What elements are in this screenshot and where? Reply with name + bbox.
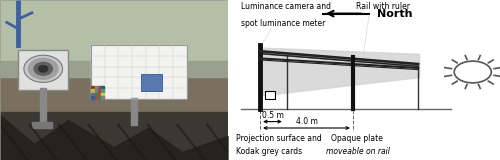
Text: Kodak grey cards: Kodak grey cards [236,147,302,156]
Text: Rail with ruler: Rail with ruler [356,2,410,11]
Circle shape [38,66,48,72]
Bar [94,93,98,96]
Bar [94,86,98,89]
Polygon shape [260,51,418,66]
Circle shape [34,62,52,75]
Text: North: North [378,9,413,19]
Bar [92,86,94,89]
Bar [101,93,104,96]
Bar [92,93,94,96]
Bar [92,89,94,92]
Bar [264,91,276,99]
Text: Projection surface and: Projection surface and [236,134,322,143]
Bar [0,112,228,160]
Circle shape [28,58,58,79]
Bar [0,61,228,77]
Bar [98,86,101,89]
Text: 4.0 m: 4.0 m [296,117,318,126]
Polygon shape [260,48,420,96]
Bar [101,89,104,92]
Bar [91,45,186,99]
Text: Opaque plate: Opaque plate [331,134,383,143]
Bar [92,96,94,99]
Bar [131,98,136,125]
Bar [101,96,104,99]
Bar [98,96,101,99]
Bar [40,88,46,125]
Text: Luminance camera and: Luminance camera and [241,2,331,11]
Bar [98,93,101,96]
Bar [18,50,68,90]
Bar [0,0,228,77]
Bar [98,89,101,92]
Text: moveable on rail: moveable on rail [326,147,390,156]
Bar [141,74,162,91]
Circle shape [24,55,62,82]
Bar [94,96,98,99]
Bar [32,122,52,128]
Text: 0.5 m: 0.5 m [262,111,283,120]
Bar [101,86,104,89]
Bar [94,89,98,92]
Circle shape [454,61,492,83]
Text: spot luminance meter: spot luminance meter [241,19,326,28]
Bar [0,77,228,160]
